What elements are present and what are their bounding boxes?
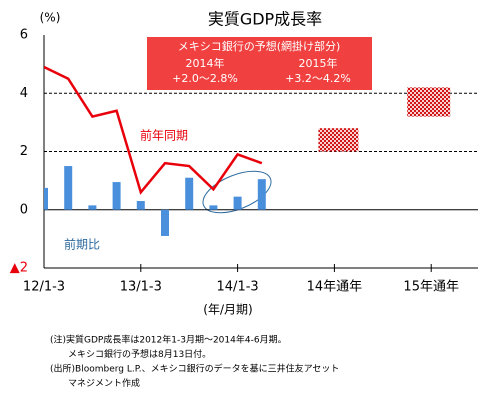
forecast-range: +3.2～4.2% [285,72,351,85]
x-tick-label: 14/1-3 [217,280,259,295]
series-label: 前期比 [64,237,100,252]
forecast-period: 2014年 [186,56,225,70]
bar [44,187,48,210]
forecast-box [147,37,372,90]
x-tick-label: 13/1-3 [120,280,162,295]
series-label: 前年同期 [140,128,188,143]
highlight-ellipse [202,170,272,214]
bar [209,205,218,210]
bar [136,201,145,210]
bar [112,182,121,210]
bar [185,177,194,210]
chart-title: 実質GDP成長率 [208,10,322,29]
forecast-title: メキシコ銀行の予想(網掛け部分) [178,39,341,53]
note: メキシコ銀行の予想は8月13日付。 [68,348,211,360]
x-axis-label: (年/月期) [203,303,252,317]
y-tick-label: 6 [20,28,28,43]
x-tick-label: 14年通年 [307,280,363,295]
x-tick-label: 15年通年 [403,280,459,295]
y-tick-label: 4 [20,86,28,101]
plot [44,65,266,236]
y-tick-label: ▲2 [10,261,28,276]
forecast-range: +2.0～2.8% [172,72,238,85]
forecast-period: 2015年 [299,56,338,70]
x-tick-label: 12/1-3 [23,280,65,295]
bar [233,196,242,210]
bar [88,205,97,210]
note: (出所)Bloomberg L.P.、メキシコ銀行のデータを基に三井住友アセット [50,363,339,375]
bar [64,166,73,210]
note: (注)実質GDP成長率は2012年1-3月期～2014年4-6月期。 [50,334,287,346]
bar [257,179,266,210]
y-unit-label: (%) [40,11,61,25]
line [44,65,263,195]
note: マネジメント作成 [68,377,140,389]
y-tick-label: 2 [20,144,28,159]
bar [161,209,169,236]
y-tick-label: 0 [20,202,28,217]
forecast-range-box [318,128,359,152]
forecast-range-box [407,87,451,117]
